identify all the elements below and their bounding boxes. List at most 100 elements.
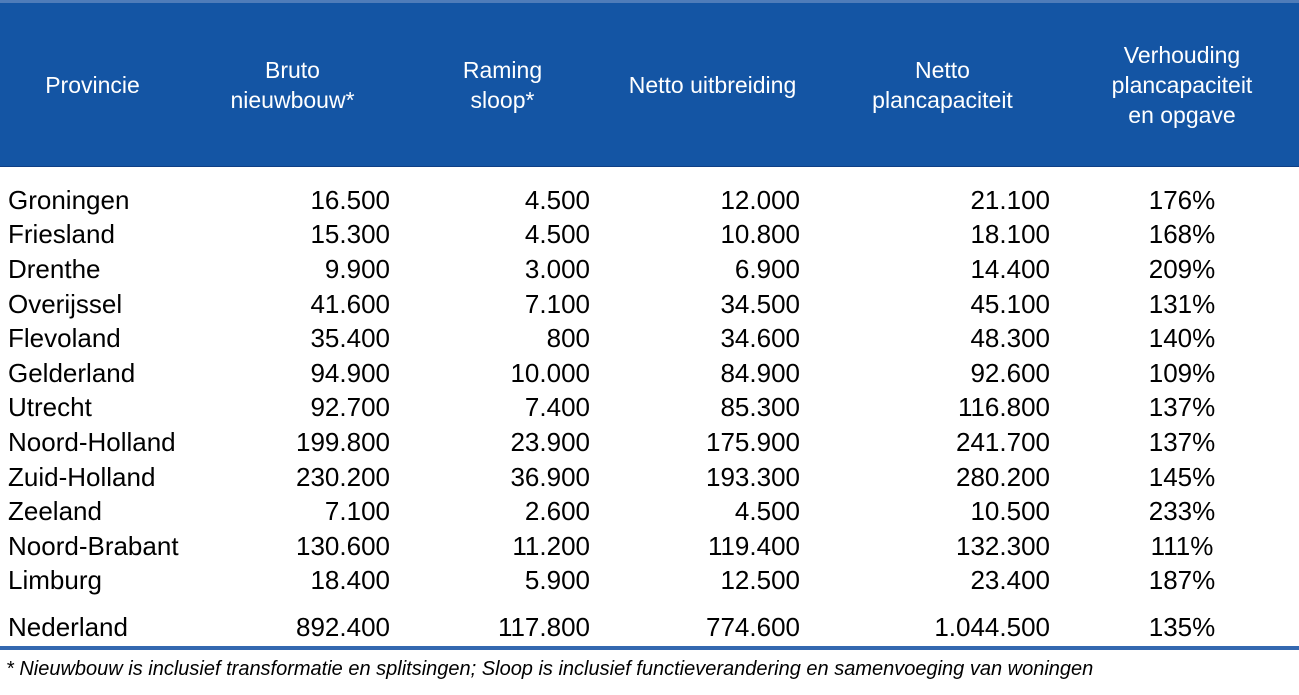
raming-sloop-cell: 36.900	[510, 461, 590, 492]
column-header-netto-plancapaciteit: Netto plancapaciteit	[820, 0, 1065, 167]
province-cell: Flevoland	[8, 323, 121, 354]
bruto-nieuwbouw-cell: 230.200	[296, 461, 390, 492]
bruto-nieuwbouw-cell: 130.600	[296, 530, 390, 561]
province-cell: Noord-Brabant	[8, 530, 179, 561]
table-row: Gelderland 94.900 10.000 84.900 92.600 1…	[0, 355, 1299, 390]
bottom-rule	[0, 645, 1299, 650]
raming-sloop-cell: 23.900	[510, 426, 590, 457]
netto-plancapaciteit-cell: 23.400	[970, 565, 1050, 596]
verhouding-cell: 187%	[1148, 565, 1216, 596]
bruto-nieuwbouw-cell: 92.700	[310, 392, 390, 423]
plancapaciteit-table: Provincie Bruto nieuwbouw* Raming sloop*…	[0, 0, 1299, 646]
verhouding-cell: 233%	[1148, 496, 1216, 527]
table-row: Friesland 15.300 4.500 10.800 18.100 168…	[0, 217, 1299, 252]
footnote: * Nieuwbouw is inclusief transformatie e…	[6, 657, 1094, 680]
table-row: Overijssel 41.600 7.100 34.500 45.100 13…	[0, 286, 1299, 321]
verhouding-cell: 176%	[1148, 184, 1216, 215]
province-cell: Gelderland	[8, 357, 136, 388]
raming-sloop-cell: 10.000	[510, 357, 590, 388]
province-cell: Groningen	[8, 184, 130, 215]
netto-uitbreiding-cell: 6.900	[734, 253, 800, 284]
netto-uitbreiding-cell: 175.900	[706, 426, 800, 457]
netto-plancapaciteit-cell: 45.100	[970, 288, 1050, 319]
raming-sloop-cell: 5.900	[524, 565, 590, 596]
raming-sloop-cell: 7.400	[524, 392, 590, 423]
netto-uitbreiding-cell: 34.500	[720, 288, 800, 319]
netto-uitbreiding-cell: 4.500	[734, 496, 800, 527]
netto-plancapaciteit-cell: 48.300	[970, 323, 1050, 354]
table-row: Utrecht 92.700 7.400 85.300 116.800 137%	[0, 390, 1299, 425]
table-row: Limburg 18.400 5.900 12.500 23.400 187%	[0, 563, 1299, 598]
table-row: Flevoland 35.400 800 34.600 48.300 140%	[0, 321, 1299, 356]
netto-uitbreiding-cell: 84.900	[720, 357, 800, 388]
total-raming-sloop-cell: 117.800	[497, 611, 590, 642]
netto-plancapaciteit-cell: 21.100	[970, 184, 1050, 215]
total-row: Nederland 892.400 117.800 774.600 1.044.…	[0, 608, 1299, 646]
verhouding-cell: 131%	[1148, 288, 1216, 319]
raming-sloop-cell: 4.500	[524, 219, 590, 250]
column-header-bruto-nieuwbouw: Bruto nieuwbouw*	[185, 0, 400, 167]
netto-uitbreiding-cell: 85.300	[720, 392, 800, 423]
netto-uitbreiding-cell: 193.300	[706, 461, 800, 492]
bruto-nieuwbouw-cell: 7.100	[324, 496, 390, 527]
netto-plancapaciteit-cell: 10.500	[970, 496, 1050, 527]
province-cell: Limburg	[8, 565, 102, 596]
province-cell: Noord-Holland	[8, 426, 176, 457]
verhouding-cell: 168%	[1148, 219, 1216, 250]
table-row: Drenthe 9.900 3.000 6.900 14.400 209%	[0, 252, 1299, 287]
spacer	[0, 167, 1299, 183]
raming-sloop-cell: 7.100	[524, 288, 590, 319]
netto-uitbreiding-cell: 12.500	[720, 565, 800, 596]
table-row: Noord-Brabant 130.600 11.200 119.400 132…	[0, 528, 1299, 563]
province-cell: Drenthe	[8, 253, 101, 284]
table-row: Noord-Holland 199.800 23.900 175.900 241…	[0, 425, 1299, 460]
table-header: Provincie Bruto nieuwbouw* Raming sloop*…	[0, 0, 1299, 167]
raming-sloop-cell: 2.600	[524, 496, 590, 527]
bruto-nieuwbouw-cell: 18.400	[310, 565, 390, 596]
total-netto-plancapaciteit-cell: 1.044.500	[934, 611, 1050, 642]
verhouding-cell: 111%	[1150, 530, 1214, 561]
total-bruto-nieuwbouw-cell: 892.400	[296, 611, 390, 642]
bruto-nieuwbouw-cell: 35.400	[310, 323, 390, 354]
table-body: Groningen 16.500 4.500 12.000 21.100 176…	[0, 167, 1299, 646]
column-header-verhouding: Verhouding plancapaciteit en opgave	[1065, 0, 1299, 167]
raming-sloop-cell: 4.500	[524, 184, 590, 215]
raming-sloop-cell: 11.200	[512, 530, 590, 561]
total-verhouding-cell: 135%	[1148, 611, 1216, 642]
netto-plancapaciteit-cell: 132.300	[956, 530, 1050, 561]
netto-plancapaciteit-cell: 241.700	[956, 426, 1050, 457]
column-header-netto-uitbreiding: Netto uitbreiding	[605, 0, 820, 167]
table-row: Groningen 16.500 4.500 12.000 21.100 176…	[0, 183, 1299, 218]
bruto-nieuwbouw-cell: 41.600	[310, 288, 390, 319]
column-header-raming-sloop: Raming sloop*	[400, 0, 605, 167]
header-row: Provincie Bruto nieuwbouw* Raming sloop*…	[0, 0, 1299, 167]
province-cell: Utrecht	[8, 392, 92, 423]
netto-plancapaciteit-cell: 92.600	[970, 357, 1050, 388]
total-netto-uitbreiding-cell: 774.600	[706, 611, 800, 642]
province-cell: Zuid-Holland	[8, 461, 156, 492]
bruto-nieuwbouw-cell: 15.300	[310, 219, 390, 250]
province-cell: Friesland	[8, 219, 115, 250]
bruto-nieuwbouw-cell: 9.900	[324, 253, 390, 284]
table-row: Zuid-Holland 230.200 36.900 193.300 280.…	[0, 459, 1299, 494]
raming-sloop-cell: 800	[546, 323, 590, 354]
bruto-nieuwbouw-cell: 16.500	[310, 184, 390, 215]
netto-uitbreiding-cell: 12.000	[720, 184, 800, 215]
verhouding-cell: 137%	[1148, 426, 1216, 457]
verhouding-cell: 137%	[1148, 392, 1216, 423]
verhouding-cell: 140%	[1148, 323, 1216, 354]
column-header-provincie: Provincie	[0, 0, 185, 167]
verhouding-cell: 209%	[1148, 253, 1216, 284]
bruto-nieuwbouw-cell: 199.800	[296, 426, 390, 457]
bruto-nieuwbouw-cell: 94.900	[310, 357, 390, 388]
netto-plancapaciteit-cell: 14.400	[970, 253, 1050, 284]
raming-sloop-cell: 3.000	[524, 253, 590, 284]
netto-uitbreiding-cell: 10.800	[720, 219, 800, 250]
verhouding-cell: 145%	[1148, 461, 1216, 492]
netto-uitbreiding-cell: 34.600	[720, 323, 800, 354]
province-cell: Zeeland	[8, 496, 102, 527]
total-province-cell: Nederland	[8, 611, 128, 642]
netto-plancapaciteit-cell: 116.800	[957, 392, 1050, 423]
spacer	[0, 598, 1299, 608]
netto-plancapaciteit-cell: 280.200	[956, 461, 1050, 492]
